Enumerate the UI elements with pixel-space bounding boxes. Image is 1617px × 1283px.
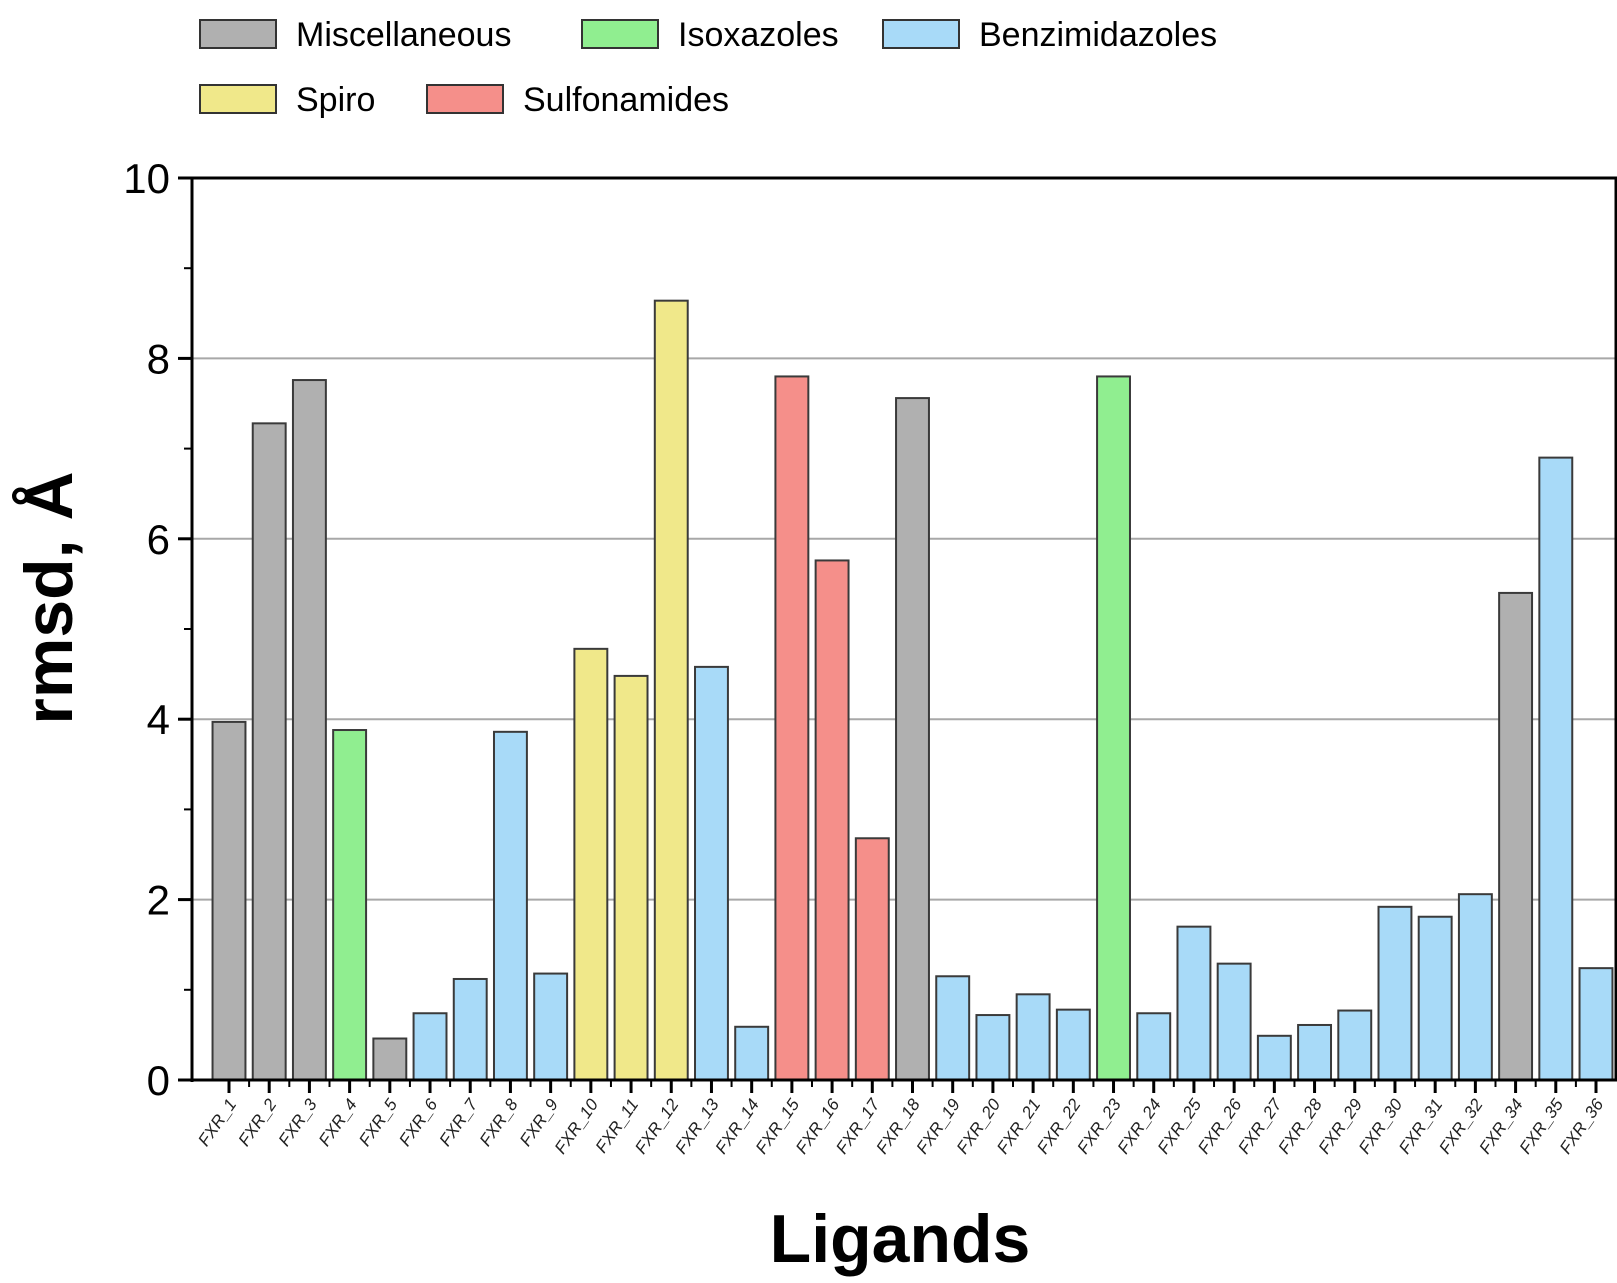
bar-fxr-26 (1216, 962, 1252, 1082)
legend-swatch-spiro (199, 84, 277, 114)
y-tick-label: 10 (123, 155, 170, 202)
bar-fxr-13 (694, 665, 729, 1081)
y-tick-label: 6 (147, 516, 170, 563)
bar-fxr-19 (935, 975, 971, 1082)
bar-fxr-24 (1136, 1012, 1172, 1082)
bar-fxr-14 (734, 1025, 770, 1081)
bar-fxr-11 (613, 674, 649, 1081)
bar-fxr-10 (573, 647, 609, 1081)
legend-label-spiro: Spiro (296, 81, 375, 119)
bar-fxr-18 (895, 397, 930, 1081)
bar-fxr-12 (653, 299, 689, 1081)
bar-fxr-32 (1457, 893, 1493, 1081)
x-tick-label-fxr-8: FXR_8 (476, 1095, 522, 1150)
x-tick-label-fxr-7: FXR_7 (436, 1095, 482, 1150)
bar-fxr-15 (774, 375, 810, 1081)
x-tick-label-fxr-3: FXR_3 (275, 1095, 321, 1150)
bar-fxr-22 (1055, 1008, 1091, 1081)
x-tick-label-fxr-2: FXR_2 (235, 1095, 281, 1150)
bar-fxr-23 (1096, 375, 1131, 1081)
bars (211, 299, 1614, 1082)
bar-fxr-1 (211, 720, 247, 1081)
x-axis-title: Ligands (770, 1201, 1031, 1277)
legend-item-spiro: Spiro (199, 81, 375, 119)
legend-item-isoxazoles: Isoxazoles (581, 16, 839, 54)
legend-label-sulfonamides: Sulfonamides (523, 81, 729, 119)
x-tick-label-fxr-5: FXR_5 (355, 1095, 401, 1150)
legend-item-sulfonamides: Sulfonamides (426, 81, 729, 119)
bar-fxr-27 (1256, 1034, 1292, 1082)
x-axis: FXR_1FXR_2FXR_3FXR_4FXR_5FXR_6FXR_7FXR_8… (194, 1080, 1608, 1157)
x-tick-label-fxr-1: FXR_1 (194, 1095, 240, 1149)
bar-fxr-6 (412, 1012, 448, 1082)
bar-fxr-28 (1297, 1023, 1333, 1082)
legend-swatch-isoxazoles (581, 19, 659, 49)
y-axis-title: rmsd, Å (11, 471, 87, 724)
bar-fxr-20 (975, 1014, 1011, 1082)
bar-fxr-5 (372, 1037, 408, 1082)
y-tick-label: 4 (147, 696, 170, 743)
y-tick-label: 8 (147, 335, 170, 382)
bar-fxr-29 (1337, 1009, 1373, 1082)
bar-fxr-8 (492, 730, 528, 1081)
x-tick-label-fxr-6: FXR_6 (395, 1095, 441, 1150)
bar-fxr-7 (452, 977, 488, 1082)
bar-fxr-31 (1417, 915, 1453, 1081)
bar-fxr-17 (854, 837, 890, 1081)
bar-fxr-16 (814, 559, 850, 1081)
bar-fxr-3 (291, 379, 327, 1082)
bar-fxr-25 (1176, 925, 1212, 1081)
legend-label-miscellaneous: Miscellaneous (296, 16, 511, 54)
legend-label-benzimidazoles: Benzimidazoles (979, 16, 1217, 54)
legend-swatch-miscellaneous (199, 19, 277, 49)
legend-swatch-sulfonamides (426, 84, 504, 114)
bar-fxr-30 (1377, 905, 1413, 1081)
bar-fxr-21 (1015, 993, 1051, 1081)
bar-fxr-2 (251, 422, 287, 1081)
y-tick-label: 0 (147, 1057, 170, 1104)
x-tick-label-fxr-4: FXR_4 (315, 1095, 361, 1149)
legend: Miscellaneous Isoxazoles Benzimidazoles Spi… (199, 16, 1217, 119)
legend-item-miscellaneous: Miscellaneous (199, 16, 511, 54)
y-axis: 0 2 4 6 8 10 (123, 155, 192, 1104)
y-tick-label: 2 (147, 877, 170, 924)
legend-label-isoxazoles: Isoxazoles (678, 16, 839, 54)
bar-fxr-34 (1498, 591, 1534, 1081)
legend-item-benzimidazoles: Benzimidazoles (882, 16, 1217, 54)
bar-fxr-9 (533, 972, 569, 1082)
bar-fxr-36 (1578, 967, 1614, 1081)
bar-fxr-4 (332, 729, 368, 1081)
bar-fxr-35 (1538, 456, 1574, 1081)
legend-swatch-benzimidazoles (882, 19, 960, 49)
